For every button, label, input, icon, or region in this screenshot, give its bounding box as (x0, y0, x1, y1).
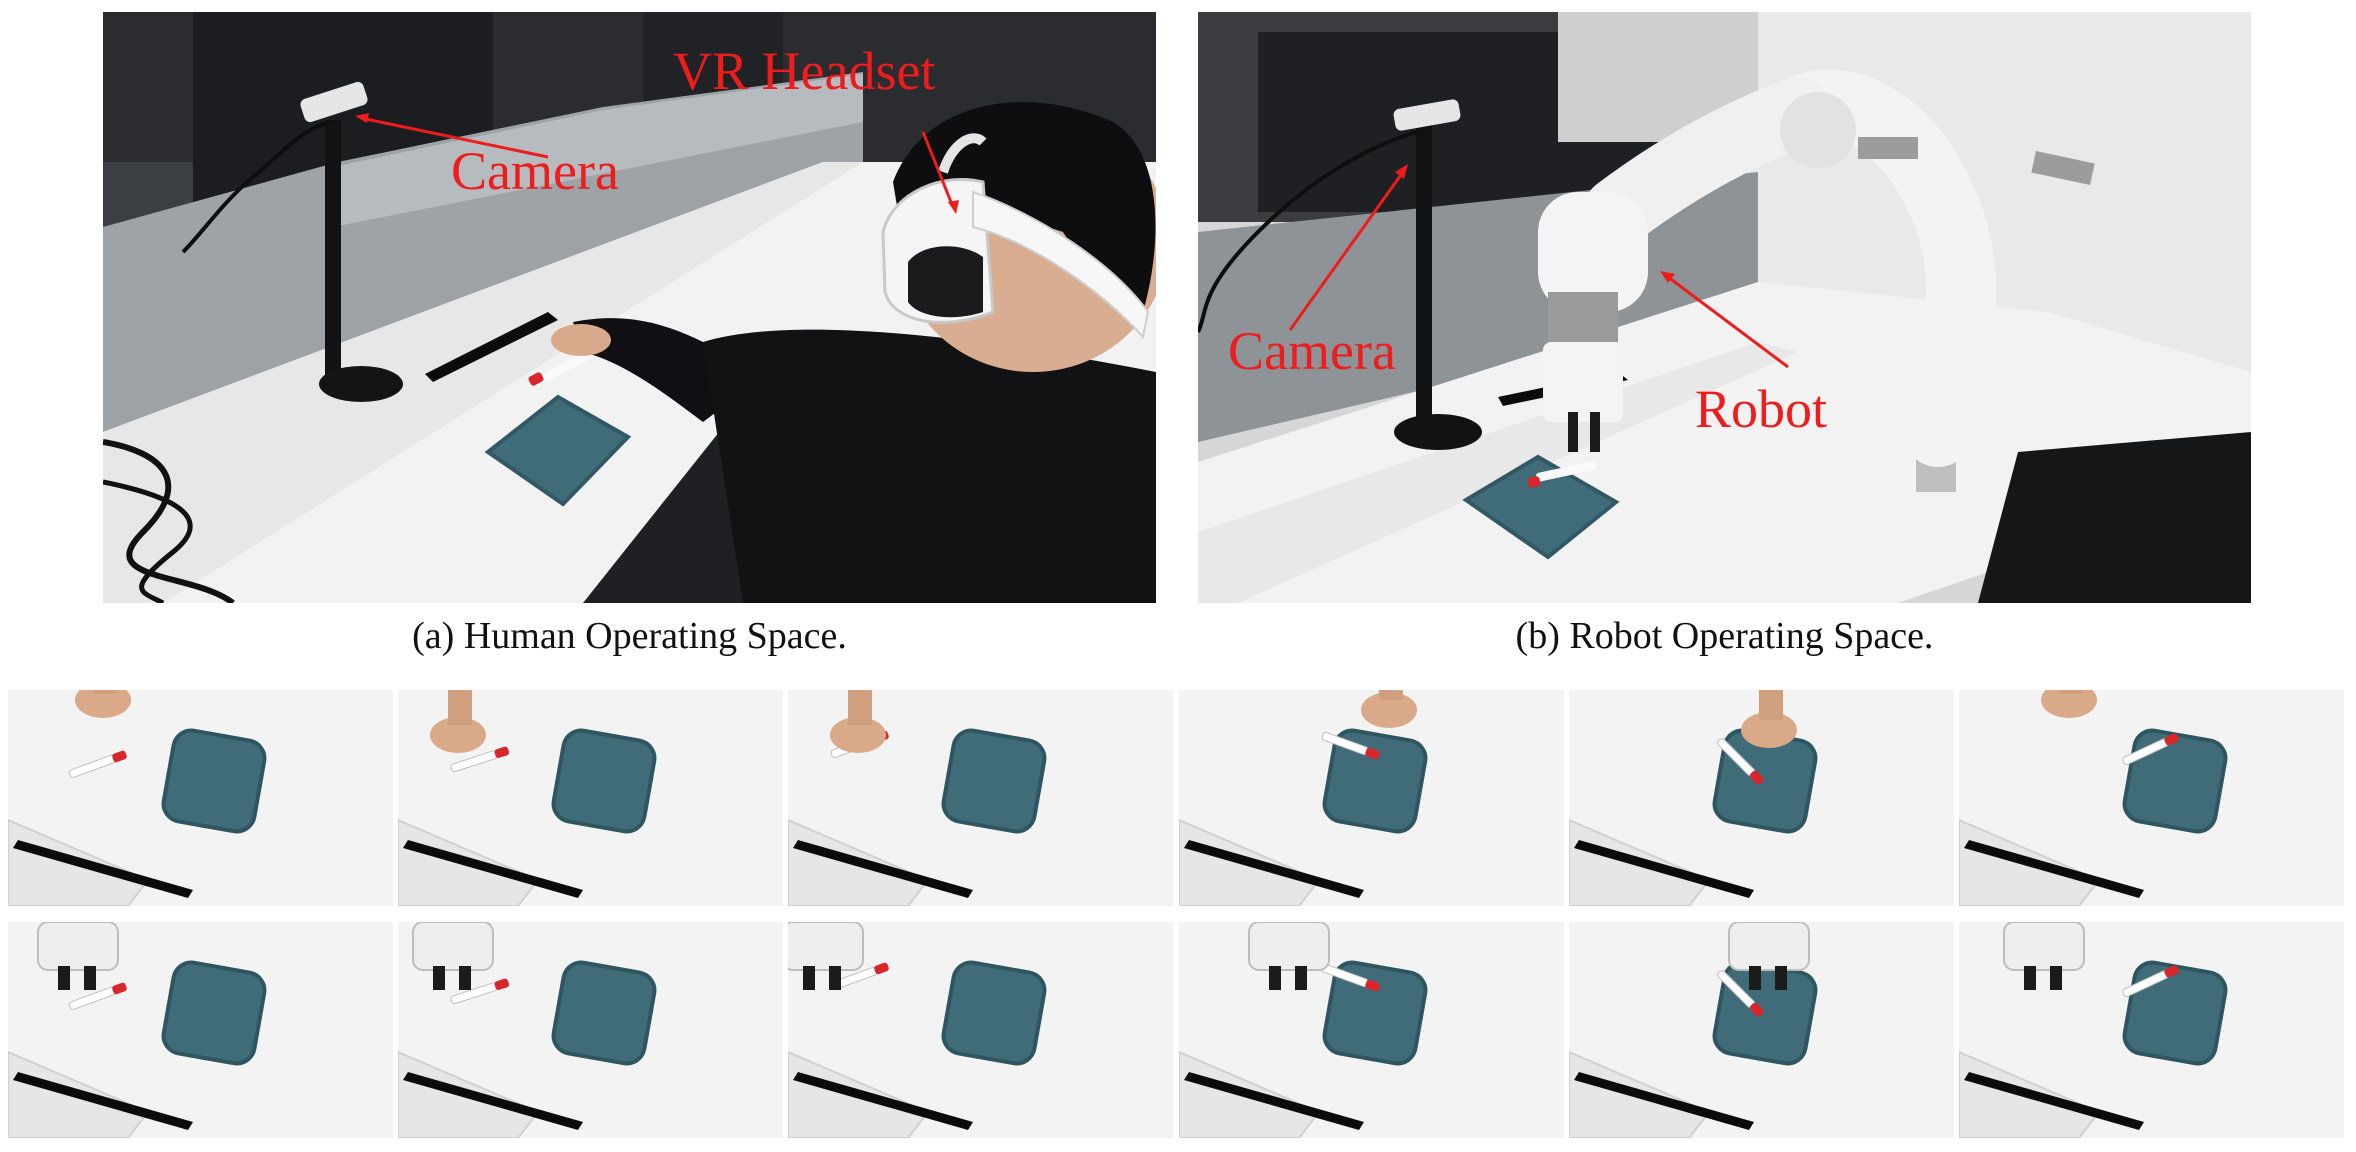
human-demo-frame (788, 690, 1173, 906)
robot-replay-frame (398, 922, 783, 1138)
human-operating-space-photo: Camera VR Headset (103, 12, 1156, 603)
camera-annotation-label: Camera (1228, 321, 1396, 381)
human-demo-frame (1569, 690, 1954, 906)
robot-replay-frame (1959, 922, 2344, 1138)
robot-replay-frame (1569, 922, 1954, 1138)
vr-headset-annotation-label: VR Headset (673, 41, 936, 101)
human-demo-frame (1959, 690, 2344, 906)
robot-replay-frame (788, 922, 1173, 1138)
human-demo-frame (398, 690, 783, 906)
caption-human-operating-space: (a) Human Operating Space. (412, 615, 847, 657)
human-demo-frame (1179, 690, 1564, 906)
robot-operating-space-photo: Camera Robot (1198, 12, 2251, 603)
caption-robot-operating-space: (b) Robot Operating Space. (1515, 615, 1934, 657)
robot-replay-frame (1179, 922, 1564, 1138)
robot-annotation-label: Robot (1695, 379, 1828, 439)
human-demo-frame (8, 690, 393, 906)
robot-replay-frame (8, 922, 393, 1138)
camera-annotation-label: Camera (451, 141, 619, 201)
